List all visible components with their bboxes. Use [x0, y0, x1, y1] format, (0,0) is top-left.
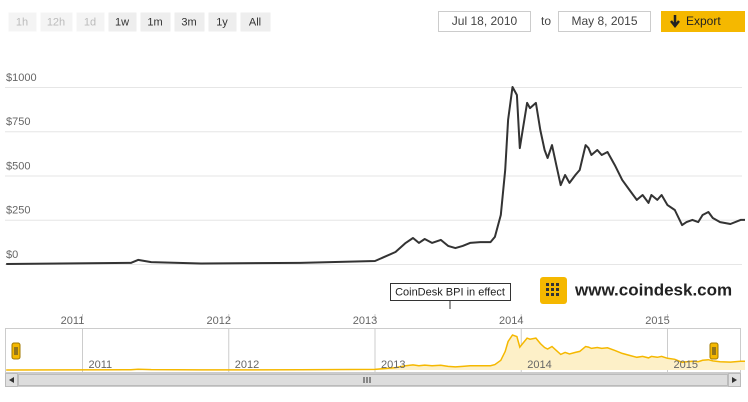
x-tick-label: 2015 [645, 315, 669, 327]
annotation: CoinDesk BPI in effect [395, 286, 505, 298]
y-tick-label: $500 [6, 160, 30, 172]
price-line [6, 86, 745, 265]
y-tick-label: $750 [6, 116, 30, 128]
date-from[interactable] [438, 11, 531, 32]
range-button-label: 1d [84, 16, 96, 28]
range-button[interactable] [208, 12, 237, 32]
navigator-tick-label: 2015 [673, 359, 697, 371]
navigator-area [6, 335, 745, 370]
x-tick-label: 2012 [207, 315, 231, 327]
scroll-right-arrow [732, 377, 737, 383]
export-button[interactable] [661, 11, 745, 32]
export-icon [670, 15, 680, 29]
navigator-handle[interactable] [11, 342, 21, 360]
navigator-frame [5, 328, 741, 373]
x-tick-label: 2013 [353, 315, 377, 327]
navigator-handle-grip [14, 347, 18, 355]
x-tick-label: 2011 [61, 315, 85, 327]
range-button-label: 1y [216, 16, 228, 28]
range-button [76, 12, 105, 32]
y-tick-label: $0 [6, 249, 18, 261]
annotation-box [390, 283, 511, 301]
logo-text: www.coindesk.com [574, 280, 732, 299]
date-from-text: Jul 18, 2010 [452, 14, 518, 28]
range-button-label: 3m [181, 16, 196, 28]
navigator-handle-grip [712, 347, 716, 355]
range-button[interactable] [174, 12, 205, 32]
navigator-tick-label: 2011 [89, 359, 113, 371]
range-button[interactable] [240, 12, 271, 32]
navigator-tick-label: 2014 [527, 359, 551, 371]
navigator-handle[interactable] [709, 342, 719, 360]
export-label: Export [686, 14, 721, 28]
navigator-tick-label: 2013 [381, 359, 405, 371]
range-button[interactable] [108, 12, 137, 32]
range-button [40, 12, 73, 32]
range-button-label: 1w [115, 16, 129, 28]
scroll-left-arrow [9, 377, 14, 383]
x-tick-label: 2014 [499, 315, 523, 327]
logo-dots [546, 283, 559, 296]
scroll-thumb[interactable] [18, 374, 728, 386]
range-button-label: 12h [47, 16, 65, 28]
range-button-label: 1h [16, 16, 28, 28]
range-button-label: 1m [147, 16, 162, 28]
y-tick-label: $1000 [6, 72, 37, 84]
y-tick-label: $250 [6, 205, 30, 217]
range-button[interactable] [140, 12, 171, 32]
range-button [8, 12, 37, 32]
scroll-grip [363, 377, 371, 383]
to-label: to [541, 14, 551, 28]
date-to[interactable] [558, 11, 651, 32]
navigator-tick-label: 2012 [235, 359, 259, 371]
date-to-text: May 8, 2015 [571, 14, 637, 28]
range-button-label: All [249, 16, 261, 28]
navigator-line [6, 334, 745, 371]
